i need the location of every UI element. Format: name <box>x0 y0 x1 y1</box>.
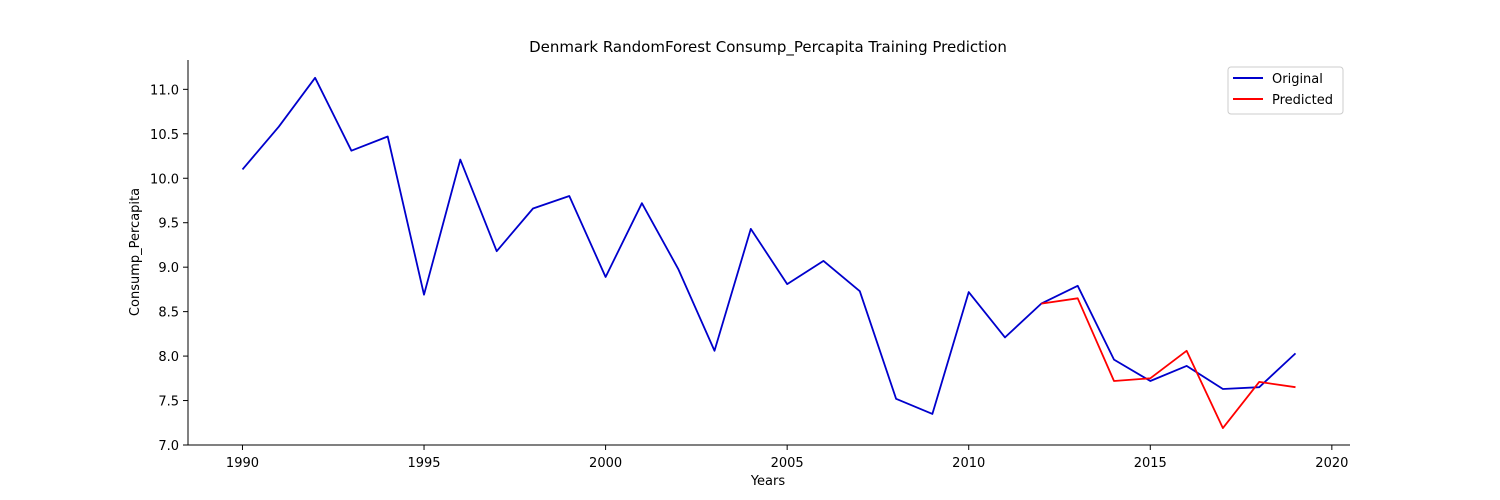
y-ticks: 7.0 7.5 8.0 8.5 9.0 9.5 10.0 10.5 11.0 <box>150 83 188 454</box>
y-tick-label: 7.0 <box>158 439 179 454</box>
x-tick-label: 2000 <box>589 456 622 471</box>
y-tick-label: 9.5 <box>158 217 179 232</box>
legend-label-original: Original <box>1272 72 1323 87</box>
chart-title: Denmark RandomForest Consump_Percapita T… <box>529 38 1007 57</box>
series-line-original <box>241 76 1297 415</box>
y-tick-label: 11.0 <box>150 83 179 98</box>
x-tick-label: 2020 <box>1315 456 1348 471</box>
x-tick-label: 1990 <box>226 456 259 471</box>
y-tick-label: 10.0 <box>150 172 179 187</box>
series-line-predicted <box>1041 297 1296 430</box>
y-tick-label: 9.0 <box>158 261 179 276</box>
y-axis-label: Consump_Percapita <box>128 188 143 316</box>
x-tick-label: 2015 <box>1134 456 1167 471</box>
x-tick-label: 2010 <box>952 456 985 471</box>
x-ticks: 1990 1995 2000 2005 2010 2015 2020 <box>226 445 1348 471</box>
y-tick-label: 8.5 <box>158 306 179 321</box>
y-tick-label: 7.5 <box>158 395 179 410</box>
y-tick-label: 10.5 <box>150 128 179 143</box>
legend-label-predicted: Predicted <box>1272 93 1333 108</box>
plot-lines <box>241 76 1297 430</box>
x-tick-label: 1995 <box>407 456 440 471</box>
x-tick-label: 2005 <box>771 456 804 471</box>
y-tick-label: 8.0 <box>158 350 179 365</box>
legend: Original Predicted <box>1227 66 1344 115</box>
x-axis-label: Years <box>750 474 786 489</box>
